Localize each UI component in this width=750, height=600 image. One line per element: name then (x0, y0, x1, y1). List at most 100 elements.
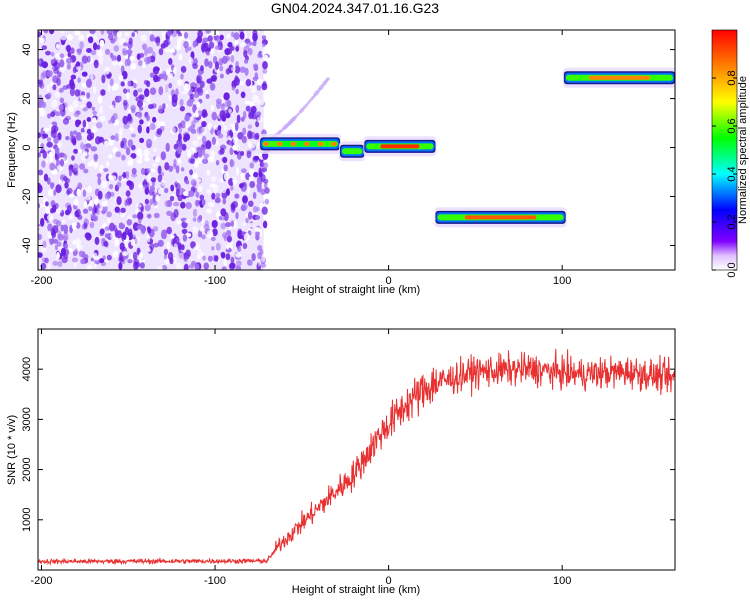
noise-blob (112, 251, 118, 258)
noise-blob (62, 117, 70, 125)
noise-blob (76, 110, 81, 116)
noise-blob (164, 258, 170, 265)
noise-blob (81, 71, 88, 77)
noise-blob (59, 87, 64, 93)
noise-blob (127, 159, 134, 167)
noise-blob (166, 226, 172, 235)
noise-blob (148, 104, 154, 110)
noise-blob (127, 139, 134, 148)
noise-blob (225, 253, 231, 261)
noise-blob (183, 83, 189, 90)
noise-blob (239, 66, 246, 73)
noise-blob (161, 229, 168, 236)
noise-blob (47, 223, 53, 232)
noise-blob (62, 85, 69, 90)
noise-blob (126, 88, 131, 94)
noise-blob (205, 30, 211, 34)
trace-point (306, 101, 310, 105)
noise-blob (130, 238, 136, 247)
noise-blob (68, 169, 73, 177)
spectrogram-x-label: Height of straight line (km) (292, 284, 420, 296)
noise-blob (72, 130, 78, 135)
noise-blob (239, 80, 244, 86)
noise-blob (146, 96, 151, 103)
noise-blob (114, 228, 119, 238)
noise-blob (212, 228, 218, 237)
noise-blob (190, 82, 197, 90)
noise-blob (210, 157, 214, 162)
noise-blob (96, 44, 101, 50)
noise-blob (223, 172, 229, 181)
noise-blob (234, 193, 240, 199)
noise-blob (239, 42, 246, 48)
noise-blob (258, 171, 263, 178)
noise-blob (127, 259, 133, 264)
noise-blob (244, 59, 249, 64)
noise-blob (264, 187, 270, 194)
noise-blob (153, 212, 160, 219)
noise-blob (97, 95, 103, 104)
noise-blob (80, 142, 84, 151)
noise-blob (261, 206, 268, 215)
noise-blob (149, 185, 155, 193)
noise-blob (144, 198, 149, 205)
chart-title: GN04.2024.347.01.16.G23 (271, 0, 439, 16)
noise-blob (54, 244, 59, 251)
noise-blob (262, 162, 269, 169)
noise-blob (214, 45, 221, 50)
noise-blob (40, 143, 45, 151)
snr-frame (37, 328, 676, 571)
noise-blob (117, 54, 121, 63)
noise-blob (239, 31, 245, 40)
noise-blob (153, 135, 157, 141)
noise-blob (146, 213, 152, 219)
noise-blob (38, 184, 43, 193)
noise-blob (242, 110, 247, 120)
noise-blob (158, 48, 164, 56)
segment-core (345, 149, 359, 154)
noise-blob (86, 48, 92, 53)
noise-blob (146, 168, 151, 174)
noise-blob (175, 182, 181, 192)
noise-blob (232, 144, 238, 151)
noise-blob (160, 43, 166, 49)
noise-blob (126, 197, 132, 206)
noise-blob (252, 63, 259, 69)
noise-blob (110, 135, 116, 141)
noise-blob (177, 36, 184, 41)
noise-blob (196, 101, 201, 108)
noise-blob (261, 82, 268, 91)
noise-blob (66, 204, 72, 214)
noise-blob (82, 151, 88, 157)
noise-blob (158, 188, 163, 195)
noise-blob (204, 58, 209, 67)
noise-blob (179, 105, 185, 112)
trace-point (296, 112, 300, 116)
noise-blob (46, 177, 51, 185)
noise-blob (178, 53, 183, 61)
noise-blob (153, 242, 160, 248)
noise-blob (176, 262, 182, 270)
noise-blob (96, 204, 101, 210)
noise-blob (262, 42, 266, 48)
noise-blob (226, 136, 232, 140)
noise-blob (107, 83, 111, 92)
noise-blob (163, 72, 168, 81)
noise-blob (109, 222, 115, 232)
segment-core (278, 141, 323, 146)
noise-blob (205, 93, 210, 99)
noise-blob (49, 162, 56, 171)
noise-blob (206, 188, 212, 195)
noise-blob (206, 169, 211, 176)
noise-blob (93, 35, 98, 41)
noise-blob (230, 185, 234, 191)
noise-blob (233, 32, 240, 40)
noise-blob (157, 165, 162, 175)
tone-segment (339, 141, 366, 162)
noise-blob (59, 53, 65, 59)
noise-blob (252, 206, 258, 213)
noise-blob (208, 60, 213, 69)
noise-blob (219, 73, 224, 79)
noise-blob (47, 92, 52, 98)
noise-blob (58, 104, 64, 111)
